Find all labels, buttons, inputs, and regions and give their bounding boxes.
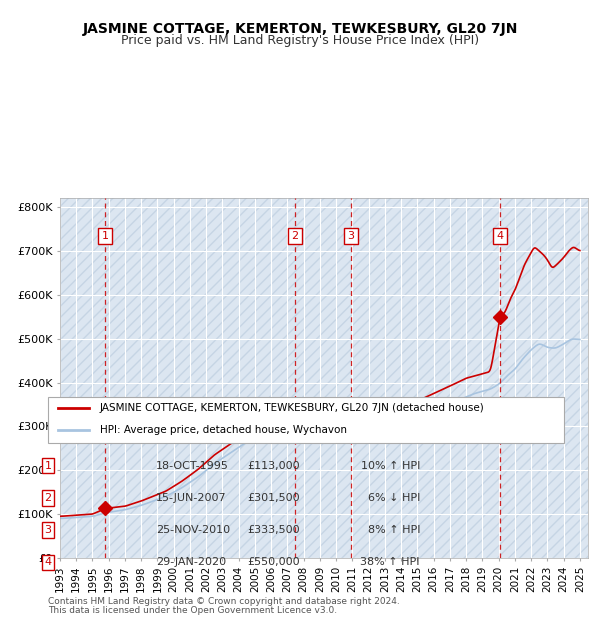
Text: 3: 3 [347,231,355,241]
Text: 6% ↓ HPI: 6% ↓ HPI [368,493,420,503]
Text: 2: 2 [44,493,52,503]
Text: 4: 4 [496,231,503,241]
Text: JASMINE COTTAGE, KEMERTON, TEWKESBURY, GL20 7JN (detached house): JASMINE COTTAGE, KEMERTON, TEWKESBURY, G… [100,404,484,414]
FancyBboxPatch shape [48,397,564,443]
Text: Price paid vs. HM Land Registry's House Price Index (HPI): Price paid vs. HM Land Registry's House … [121,34,479,47]
Text: 3: 3 [44,525,52,535]
Text: £550,000: £550,000 [247,557,300,567]
Text: 10% ↑ HPI: 10% ↑ HPI [361,461,420,471]
Text: £113,000: £113,000 [247,461,300,471]
Text: £301,500: £301,500 [247,493,300,503]
Text: 4: 4 [44,557,52,567]
Text: 18-OCT-1995: 18-OCT-1995 [156,461,229,471]
Text: Contains HM Land Registry data © Crown copyright and database right 2024.: Contains HM Land Registry data © Crown c… [48,597,400,606]
Text: 1: 1 [102,231,109,241]
Text: HPI: Average price, detached house, Wychavon: HPI: Average price, detached house, Wych… [100,425,347,435]
Text: 25-NOV-2010: 25-NOV-2010 [156,525,230,535]
Text: 38% ↑ HPI: 38% ↑ HPI [361,557,420,567]
Text: 1: 1 [44,461,52,471]
Text: £333,500: £333,500 [247,525,300,535]
Text: JASMINE COTTAGE, KEMERTON, TEWKESBURY, GL20 7JN: JASMINE COTTAGE, KEMERTON, TEWKESBURY, G… [82,22,518,36]
Text: This data is licensed under the Open Government Licence v3.0.: This data is licensed under the Open Gov… [48,606,337,615]
Text: 2: 2 [292,231,298,241]
Text: 29-JAN-2020: 29-JAN-2020 [156,557,226,567]
Text: 8% ↑ HPI: 8% ↑ HPI [367,525,420,535]
Text: 15-JUN-2007: 15-JUN-2007 [156,493,227,503]
